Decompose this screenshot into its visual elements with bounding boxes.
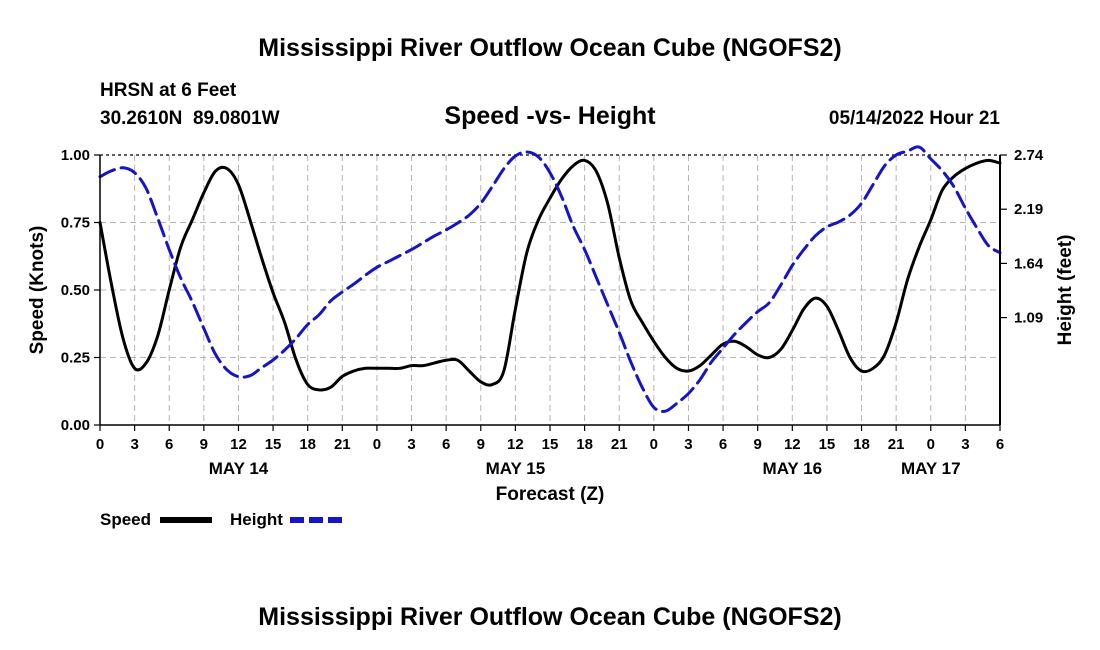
y-axis-right-title: Height (feet) — [1055, 235, 1076, 346]
legend-speed-label: Speed — [100, 510, 151, 529]
chart-title: Mississippi River Outflow Ocean Cube (NG… — [258, 34, 841, 62]
x-tick-label: 3 — [684, 436, 692, 453]
x-tick-label: 15 — [819, 436, 836, 453]
axes: 0 3 6 9 12 15 18 21 0 3 6 9 12 15 18 21 0 3 6 9 12 15 18 21 0 3 6 M… — [61, 147, 1044, 478]
x-tick-label: 3 — [407, 436, 415, 453]
x-tick-label: 6 — [996, 436, 1004, 453]
x-tick-label: 9 — [477, 436, 485, 453]
series-line-height — [98, 145, 1002, 413]
x-tick-label: 9 — [200, 436, 208, 453]
x-tick-label: 12 — [784, 436, 801, 453]
x-tick-label: 0 — [373, 436, 381, 453]
x-tick-label: 0 — [650, 436, 658, 453]
location-label: 30.2610N 89.0801W — [100, 108, 280, 129]
x-axis-title: Forecast (Z) — [496, 484, 605, 505]
series-line-speed — [98, 158, 1002, 392]
y-right-tick-label: 2.74 — [1014, 147, 1044, 164]
x-tick-label: 3 — [961, 436, 969, 453]
footer-title: Mississippi River Outflow Ocean Cube (NG… — [258, 603, 841, 631]
x-tick-label: 18 — [853, 436, 870, 453]
y-left-tick-label: 1.00 — [61, 147, 90, 164]
x-date-label: MAY 17 — [901, 459, 961, 478]
x-tick-label: 18 — [299, 436, 316, 453]
y-right-tick-label: 2.19 — [1014, 201, 1043, 218]
x-tick-label: 21 — [888, 436, 905, 453]
legend-height-label: Height — [230, 510, 283, 529]
y-left-tick-label: 0.75 — [61, 215, 90, 232]
x-tick-label: 6 — [165, 436, 173, 453]
series-layer — [98, 145, 1002, 413]
x-tick-label: 9 — [754, 436, 762, 453]
y-axis-left-title: Speed (Knots) — [27, 226, 48, 355]
x-tick-label: 21 — [611, 436, 628, 453]
legend: Speed Height — [100, 510, 342, 529]
x-tick-label: 18 — [576, 436, 593, 453]
x-tick-label: 15 — [265, 436, 282, 453]
x-tick-label: 0 — [96, 436, 104, 453]
x-tick-label: 15 — [542, 436, 559, 453]
x-tick-label: 3 — [130, 436, 138, 453]
x-tick-label: 6 — [719, 436, 727, 453]
grid-lines — [100, 154, 1000, 425]
x-date-label: MAY 15 — [486, 459, 546, 478]
y-left-tick-label: 0.25 — [61, 350, 90, 367]
x-date-label: MAY 16 — [763, 459, 823, 478]
y-left-tick-label: 0.00 — [61, 417, 90, 434]
x-tick-label: 12 — [507, 436, 524, 453]
x-tick-label: 0 — [927, 436, 935, 453]
datetime-label: 05/14/2022 Hour 21 — [829, 108, 1001, 129]
x-tick-label: 6 — [442, 436, 450, 453]
y-left-tick-label: 0.50 — [61, 282, 90, 299]
x-tick-label: 12 — [230, 436, 247, 453]
x-tick-label: 21 — [334, 436, 351, 453]
y-right-tick-label: 1.64 — [1014, 255, 1044, 272]
x-date-label: MAY 14 — [209, 459, 269, 478]
y-right-tick-label: 1.09 — [1014, 310, 1043, 327]
chart-subtitle: Speed -vs- Height — [444, 102, 656, 130]
station-label: HRSN at 6 Feet — [100, 80, 237, 101]
